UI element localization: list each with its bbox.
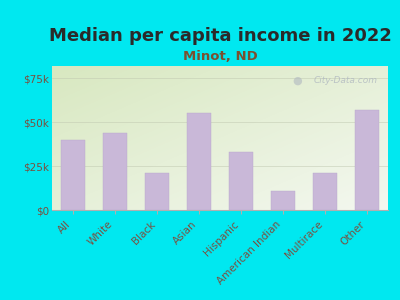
Bar [230, 152, 252, 210]
Bar [104, 133, 126, 210]
Bar [188, 113, 210, 210]
Bar [62, 140, 84, 210]
Text: City-Data.com: City-Data.com [314, 76, 378, 85]
Bar [146, 173, 168, 210]
Title: Median per capita income in 2022: Median per capita income in 2022 [48, 27, 392, 45]
Text: Minot, ND: Minot, ND [183, 50, 257, 63]
Bar [314, 173, 336, 210]
Bar [356, 110, 378, 210]
Bar [272, 191, 294, 210]
Text: ●: ● [292, 76, 302, 86]
